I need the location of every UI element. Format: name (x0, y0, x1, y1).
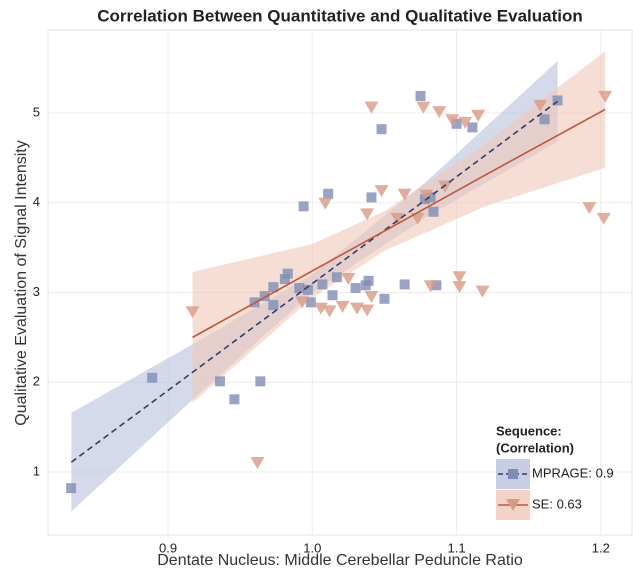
confidence-band (192, 51, 606, 403)
point (214, 376, 225, 387)
point (331, 272, 342, 283)
point (305, 297, 316, 308)
point (552, 95, 563, 106)
point (366, 192, 377, 203)
fit-line (70, 100, 559, 463)
point (458, 116, 473, 129)
point (302, 284, 313, 295)
x-tick-label: 1.1 (448, 540, 466, 555)
legend-title: (Correlation) (496, 440, 574, 455)
y-tick-label: 2 (33, 374, 40, 389)
legend-label: MPRAGE: 0.9 (532, 465, 614, 480)
legend-marker (506, 499, 520, 511)
y-tick-label: 1 (33, 463, 40, 478)
point (335, 300, 350, 313)
chart-title: Correlation Between Quantitative and Qua… (97, 6, 583, 25)
point (317, 279, 328, 290)
point (364, 290, 379, 303)
point (298, 201, 309, 212)
point (452, 281, 467, 294)
legend-title: Sequence: (496, 423, 562, 438)
point (341, 273, 356, 286)
point (432, 106, 447, 119)
plot-frame (47, 29, 633, 536)
point (379, 293, 390, 304)
point (364, 101, 379, 114)
point (229, 394, 240, 405)
point (445, 114, 460, 127)
point (295, 296, 310, 309)
point (282, 268, 293, 279)
point (533, 99, 548, 112)
point (416, 101, 431, 114)
x-tick-label: 0.9 (159, 540, 177, 555)
point (431, 280, 442, 291)
point (451, 118, 462, 129)
point (471, 109, 486, 122)
point (185, 306, 200, 319)
point (350, 283, 361, 294)
y-axis-label: Qualitative Evaluation of Signal Intensi… (13, 140, 30, 426)
y-tick-label: 5 (33, 104, 40, 119)
point (360, 208, 375, 221)
point (390, 212, 405, 225)
point (374, 185, 389, 198)
point (410, 212, 425, 225)
point (419, 194, 430, 205)
point (376, 124, 387, 135)
legend-label: SE: 0.63 (532, 496, 582, 511)
point (259, 291, 270, 302)
point (415, 90, 426, 101)
point (250, 457, 265, 470)
point (423, 280, 438, 293)
point (438, 180, 453, 193)
point (397, 188, 412, 201)
point (323, 188, 334, 199)
point (598, 90, 613, 103)
y-tick-label: 3 (33, 284, 40, 299)
point (318, 197, 333, 210)
point (428, 206, 439, 217)
legend-marker (508, 469, 518, 479)
point (66, 483, 77, 494)
point (294, 283, 305, 294)
point (419, 189, 434, 202)
point (467, 122, 478, 133)
point (582, 202, 597, 215)
point (452, 271, 467, 284)
x-tick-label: 1.2 (592, 540, 610, 555)
point (279, 274, 290, 285)
point (268, 282, 279, 293)
point (363, 275, 374, 286)
point (360, 304, 375, 317)
point (539, 114, 550, 125)
x-tick-label: 1.0 (303, 540, 321, 555)
point (596, 212, 611, 225)
point (350, 302, 365, 315)
point (255, 376, 266, 387)
fit-line (192, 108, 606, 339)
x-axis-label: Dentate Nucleus: Middle Cerebellar Pedun… (157, 552, 523, 569)
point (425, 192, 436, 203)
point (147, 372, 158, 383)
y-tick-label: 4 (33, 194, 40, 209)
point (322, 305, 337, 318)
point (475, 285, 490, 298)
point (327, 290, 338, 301)
point (268, 300, 279, 311)
point (399, 279, 410, 290)
